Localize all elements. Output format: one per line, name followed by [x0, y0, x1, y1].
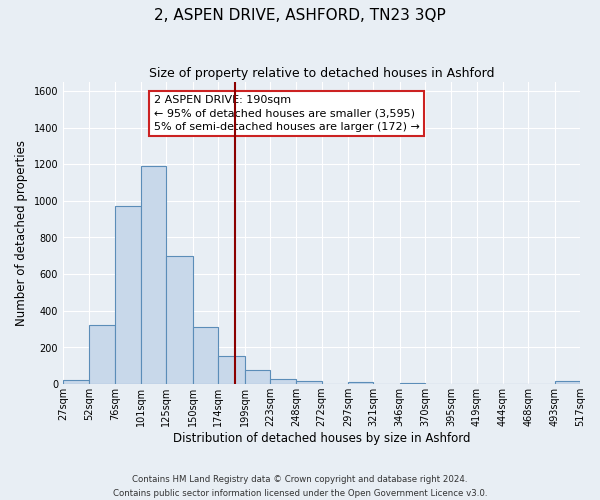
- Text: 2, ASPEN DRIVE, ASHFORD, TN23 3QP: 2, ASPEN DRIVE, ASHFORD, TN23 3QP: [154, 8, 446, 22]
- X-axis label: Distribution of detached houses by size in Ashford: Distribution of detached houses by size …: [173, 432, 470, 445]
- Title: Size of property relative to detached houses in Ashford: Size of property relative to detached ho…: [149, 68, 494, 80]
- Bar: [141, 166, 166, 384]
- Bar: [270, 378, 296, 384]
- Bar: [166, 256, 193, 384]
- Text: 2 ASPEN DRIVE: 190sqm
← 95% of detached houses are smaller (3,595)
5% of semi-de: 2 ASPEN DRIVE: 190sqm ← 95% of detached …: [154, 96, 419, 132]
- Bar: [218, 356, 245, 384]
- Bar: [89, 326, 115, 384]
- Bar: [554, 382, 580, 384]
- Bar: [193, 328, 218, 384]
- Bar: [245, 370, 270, 384]
- Bar: [400, 383, 425, 384]
- Bar: [115, 206, 141, 384]
- Bar: [348, 382, 373, 384]
- Text: Contains HM Land Registry data © Crown copyright and database right 2024.
Contai: Contains HM Land Registry data © Crown c…: [113, 476, 487, 498]
- Bar: [296, 382, 322, 384]
- Y-axis label: Number of detached properties: Number of detached properties: [15, 140, 28, 326]
- Bar: [63, 380, 89, 384]
